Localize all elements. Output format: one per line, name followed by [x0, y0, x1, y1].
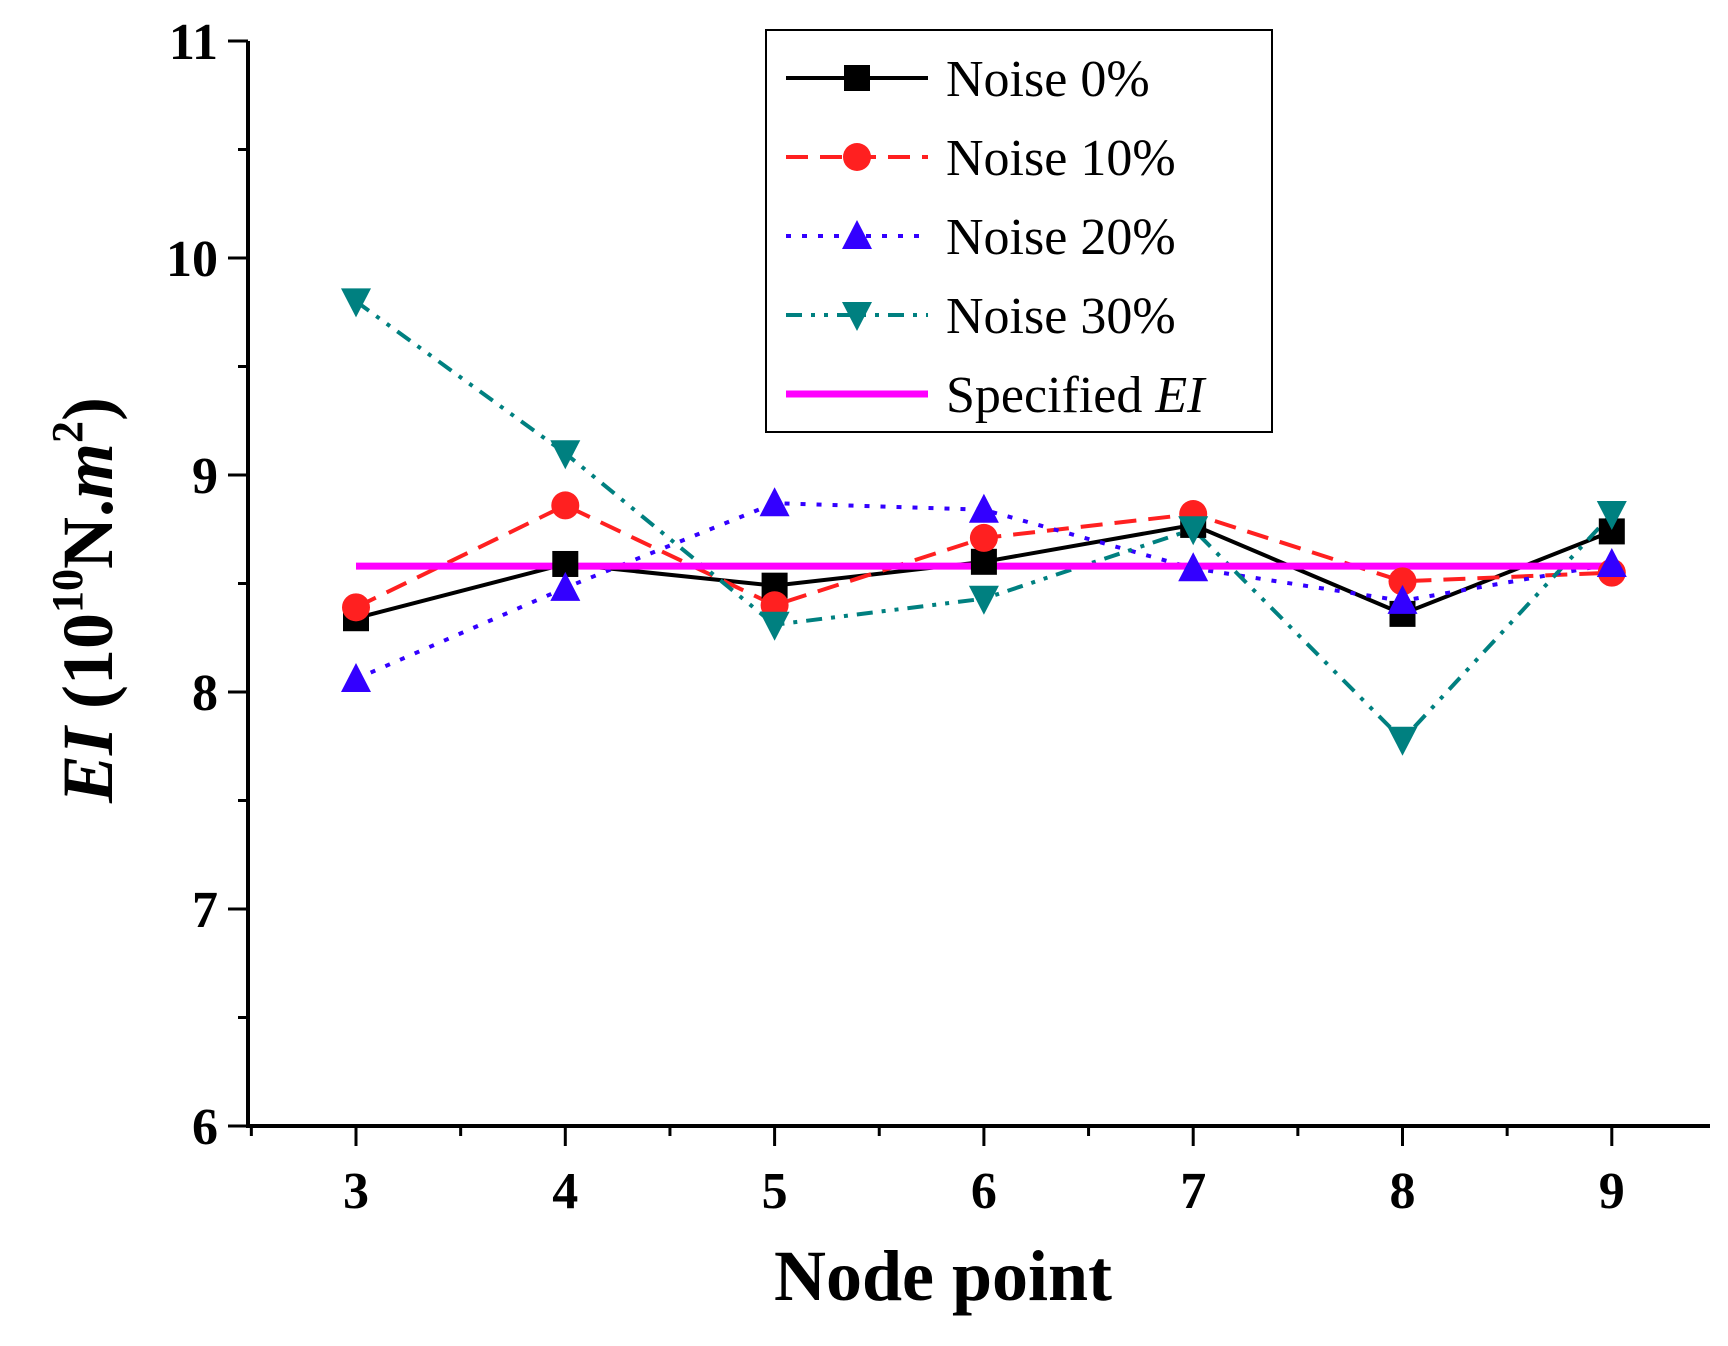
x-tick-label: 8 — [1390, 1163, 1416, 1220]
plot-area — [341, 288, 1627, 756]
x-tick-label: 9 — [1599, 1163, 1625, 1220]
legend-label-specified: Specified EI — [946, 367, 1207, 424]
series-2-point — [341, 662, 371, 692]
y-tick-label: 10 — [166, 231, 218, 288]
series-2-point — [1596, 547, 1627, 577]
y-tick-label: 6 — [192, 1099, 218, 1156]
legend: Noise 0% Noise 10% Noise 20% Noise 30% Speci… — [765, 29, 1273, 433]
y-tick-label: 7 — [192, 882, 218, 939]
legend-label-0: Noise 0% — [946, 51, 1150, 108]
legend-label-2: Noise 20% — [946, 209, 1176, 266]
series-3-point — [1387, 726, 1418, 756]
y-axis-title-main: (10 — [48, 613, 128, 727]
legend-marker-3 — [842, 302, 872, 331]
y-ticks: 6 7 8 9 10 11 — [166, 14, 248, 1156]
y-axis-title-group: EI (1010N.m2) — [43, 397, 128, 804]
y-axis-title-ei: EI — [48, 724, 128, 804]
legend-label-3: Noise 30% — [946, 288, 1176, 345]
legend-marker-2 — [842, 220, 872, 249]
series-1-point — [551, 491, 580, 520]
x-tick-label: 4 — [552, 1163, 578, 1220]
series-1-point — [969, 523, 998, 552]
series-2-point — [759, 487, 790, 517]
series-3-point — [1596, 501, 1627, 531]
y-axis-title-unit-italic: m — [48, 443, 128, 499]
legend-box — [765, 29, 1273, 433]
y-axis-title-exponent: 10 — [43, 569, 92, 613]
x-tick-label: 6 — [971, 1163, 997, 1220]
legend-marker-0 — [844, 65, 870, 91]
series-3-point — [341, 288, 371, 318]
y-axis-title-close: ) — [48, 397, 128, 421]
y-tick-label: 9 — [192, 448, 218, 505]
x-tick-label: 7 — [1180, 1163, 1206, 1220]
x-axis-title: Node point — [774, 1236, 1112, 1316]
series-3-point — [550, 440, 581, 470]
y-axis-title: EI (1010N.m2) — [43, 397, 128, 804]
x-ticks: 3 4 5 6 7 8 9 — [249, 1126, 1625, 1220]
y-tick-label: 11 — [169, 14, 218, 71]
y-axis-title-unit: N. — [48, 499, 128, 569]
legend-marker-1 — [843, 143, 871, 171]
series-3-point — [968, 585, 999, 615]
series-1-point — [1388, 567, 1417, 596]
series-2-point — [550, 571, 581, 601]
legend-label-1: Noise 10% — [946, 130, 1176, 187]
series-3-point — [1178, 516, 1209, 546]
series-2-point — [968, 493, 999, 523]
series-3-point — [759, 611, 790, 641]
y-axis-title-unit-exponent: 2 — [43, 421, 92, 443]
series-2-point — [1178, 552, 1209, 582]
x-tick-label: 3 — [343, 1163, 369, 1220]
series-0-point — [970, 548, 997, 575]
series-1-point — [342, 593, 370, 622]
series-2-point — [1387, 584, 1418, 614]
y-tick-label: 8 — [192, 665, 218, 722]
x-tick-label: 5 — [762, 1163, 788, 1220]
